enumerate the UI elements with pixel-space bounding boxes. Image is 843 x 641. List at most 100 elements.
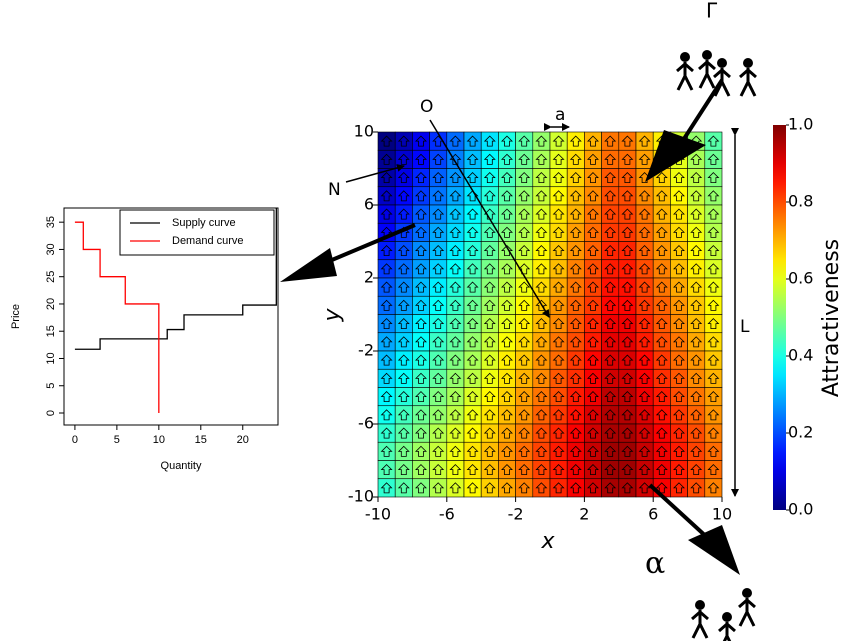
heat-cell [377, 478, 396, 498]
legend-label: Demand curve [172, 235, 244, 247]
heat-cell [635, 204, 654, 224]
direction-arrow [587, 464, 599, 476]
heat-cell [394, 295, 413, 315]
direction-arrow [397, 464, 410, 476]
heat-cell [446, 277, 465, 297]
heat-cell [670, 368, 688, 388]
direction-arrow [707, 172, 720, 184]
direction-arrow [449, 354, 462, 366]
direction-arrow [655, 281, 668, 293]
heat-cell [566, 441, 585, 461]
heat-cell [670, 277, 688, 297]
direction-arrow [569, 318, 582, 330]
direction-arrow [673, 245, 685, 257]
direction-arrow [397, 482, 410, 494]
heat-cell [532, 332, 551, 352]
heat-cell [394, 350, 413, 370]
direction-arrow [501, 372, 513, 384]
heat-cell [635, 277, 654, 297]
direction-arrow [707, 482, 720, 494]
heat-cell [429, 368, 448, 388]
direction-arrow [501, 153, 513, 165]
direction-arrow [604, 482, 617, 494]
direction-arrow [380, 354, 393, 366]
direction-arrow [518, 135, 531, 147]
direction-arrow [380, 135, 393, 147]
heat-cell [652, 423, 671, 443]
heat-cell [670, 441, 688, 461]
heat-cell [566, 241, 585, 261]
heat-cell [670, 314, 688, 334]
direction-arrow [552, 372, 565, 384]
heat-cell [515, 168, 534, 188]
colorbar-tick-label: 0.0 [788, 500, 813, 519]
direction-arrow [655, 208, 668, 220]
heat-cell [480, 441, 499, 461]
heat-cell [549, 131, 568, 151]
heat-cell [704, 204, 723, 224]
heat-cell [687, 460, 706, 480]
direction-arrow [518, 208, 531, 220]
heat-cell [394, 368, 413, 388]
direction-arrow [621, 190, 634, 202]
direction-arrow [535, 208, 548, 220]
direction-arrow [415, 299, 427, 311]
direction-arrow [415, 153, 427, 165]
heat-cell [652, 186, 671, 206]
direction-arrow [518, 281, 531, 293]
direction-arrow [604, 263, 617, 275]
direction-arrow [587, 245, 599, 257]
direction-arrow [690, 354, 703, 366]
heat-cell [377, 368, 396, 388]
direction-arrow [518, 391, 531, 403]
direction-arrow [621, 153, 634, 165]
direction-arrow [621, 208, 634, 220]
heat-cell [532, 350, 551, 370]
direction-arrow [638, 190, 651, 202]
x-axis-label: Quantity [161, 460, 202, 472]
direction-arrow [535, 445, 548, 457]
direction-arrow [552, 172, 565, 184]
direction-arrow [518, 409, 531, 421]
heat-cell [618, 186, 637, 206]
heat-cell [377, 314, 396, 334]
heat-cell [670, 241, 688, 261]
direction-arrow [638, 245, 651, 257]
direction-arrow [535, 190, 548, 202]
heat-cell [704, 387, 723, 407]
heat-cell [687, 350, 706, 370]
direction-arrow [673, 208, 685, 220]
heat-cell [377, 405, 396, 425]
heat-cell [394, 277, 413, 297]
direction-arrow [501, 226, 513, 238]
direction-arrow [673, 281, 685, 293]
heat-cell [377, 277, 396, 297]
direction-arrow [587, 372, 599, 384]
direction-arrow [483, 190, 496, 202]
direction-arrow [535, 391, 548, 403]
direction-arrow [397, 391, 410, 403]
direction-arrow [535, 318, 548, 330]
y-tick-label: 15 [45, 325, 57, 337]
direction-arrow [587, 153, 599, 165]
direction-arrow [569, 391, 582, 403]
colorbar-label: Attractiveness [819, 239, 843, 397]
direction-arrow [604, 391, 617, 403]
colorbar-tick-label: 0.6 [788, 269, 813, 288]
heat-cell [687, 332, 706, 352]
direction-arrow [673, 318, 685, 330]
direction-arrow [449, 245, 462, 257]
heat-cell [652, 405, 671, 425]
direction-arrow [380, 263, 393, 275]
direction-arrow [552, 245, 565, 257]
heat-cell [687, 295, 706, 315]
heat-cell [635, 460, 654, 480]
heat-cell [584, 295, 602, 315]
heat-cell [704, 368, 723, 388]
direction-arrow [552, 281, 565, 293]
heat-cell [549, 259, 568, 279]
y-tick-label: 5 [45, 383, 57, 389]
direction-arrow [707, 336, 720, 348]
heat-cell [652, 350, 671, 370]
